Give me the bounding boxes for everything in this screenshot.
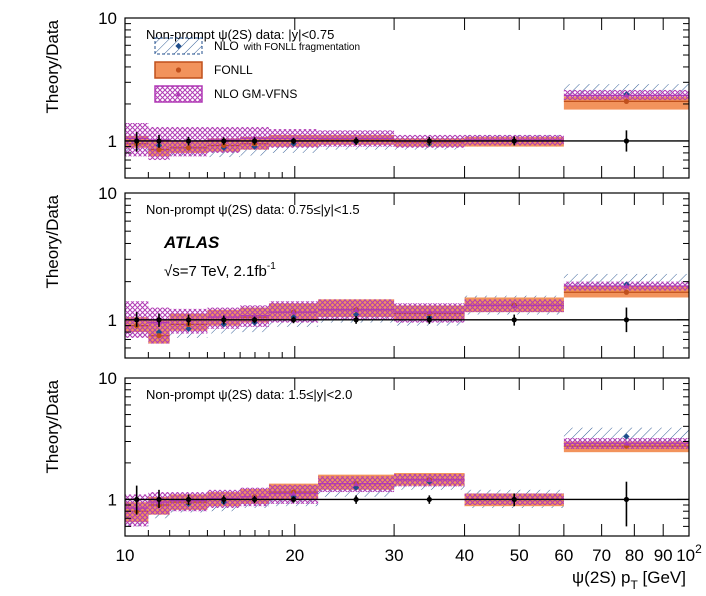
legend-marker (175, 91, 182, 97)
gmvfns-point (426, 309, 433, 315)
y-tick-label: 1 (108, 132, 117, 151)
legend-sublabel: with FONLL fragmentation (243, 42, 360, 53)
gmvfns-point (623, 440, 630, 446)
gmvfns-point (426, 476, 433, 483)
gmvfns-point (353, 480, 359, 486)
fonll-point (156, 333, 162, 339)
x-tick-label: 90 (654, 546, 673, 565)
legend: NLO with FONLL fragmentation FONLL NLO GM-V… (154, 37, 360, 103)
panel-frame (124, 192, 690, 359)
energy-label: √s=7 TeV, 2.1fb-1 (164, 261, 276, 280)
gmvfns-point (623, 282, 630, 289)
panel-2: 1 10 Theory/Data Non-prompt ψ(2S) data: 0.7… (43, 184, 690, 359)
x-tick-label: 10 (116, 546, 135, 565)
gmvfns-point (290, 309, 297, 315)
legend-label: NLO with FONLL fragmentation (214, 39, 360, 53)
fonll-point (156, 147, 162, 153)
gmvfns-point (290, 490, 297, 496)
panel-frame (124, 17, 690, 179)
x-tick-label: 20 (285, 546, 304, 565)
x-tick-label: 80 (625, 546, 644, 565)
nlo-point (353, 484, 360, 491)
x-tick-label: 102 (676, 542, 702, 565)
y-axis-label: Theory/Data (43, 19, 62, 113)
x-tick-label: 40 (455, 546, 474, 565)
x-axis-label: ψ(2S) pT [GeV] (572, 568, 686, 592)
legend-marker (175, 67, 182, 73)
panel-label: Non-prompt ψ(2S) data: 1.5≤|y|<2.0 (146, 387, 352, 402)
fonll-point (185, 145, 192, 151)
x-tick-label: 70 (592, 546, 611, 565)
gmvfns-point (251, 312, 258, 318)
x-tick-label: 60 (554, 546, 573, 565)
panel-plot-area (125, 84, 689, 161)
y-tick-label: 1 (108, 490, 117, 509)
fonll-point (221, 142, 227, 149)
gmvfns-point (511, 302, 518, 308)
fonll-point (623, 289, 630, 295)
legend-item-gmvfns: NLO GM-VFNS (154, 85, 297, 103)
legend-item-fonll: FONLL (154, 61, 253, 79)
y-tick-label: 10 (98, 9, 117, 28)
nlo-point (353, 311, 360, 318)
gmvfns-point (353, 306, 359, 312)
legend-label: FONLL (214, 63, 253, 77)
y-axis-label: Theory/Data (43, 194, 62, 288)
y-tick-label: 10 (98, 369, 117, 388)
x-tick-label: 30 (385, 546, 404, 565)
x-tick-label: 50 (510, 546, 529, 565)
y-tick-label: 1 (108, 311, 117, 330)
panel-label: Non-prompt ψ(2S) data: 0.75≤|y|<1.5 (146, 202, 360, 217)
y-tick-label: 10 (98, 184, 117, 203)
panel-3: 1 10 Theory/Data Non-prompt ψ(2S) data: 1.5… (43, 369, 690, 537)
legend-label: NLO GM-VFNS (214, 87, 297, 101)
y-axis-label: Theory/Data (43, 379, 62, 473)
legend-marker (175, 42, 182, 50)
panel-plot-area (125, 427, 689, 527)
panel-frame (124, 377, 690, 537)
gmvfns-point (623, 92, 630, 98)
legend-item-nlo: NLO with FONLL fragmentation (154, 37, 360, 55)
fonll-point (623, 98, 630, 104)
panel-plot-area (125, 273, 689, 344)
experiment-label: ATLAS (163, 233, 220, 252)
